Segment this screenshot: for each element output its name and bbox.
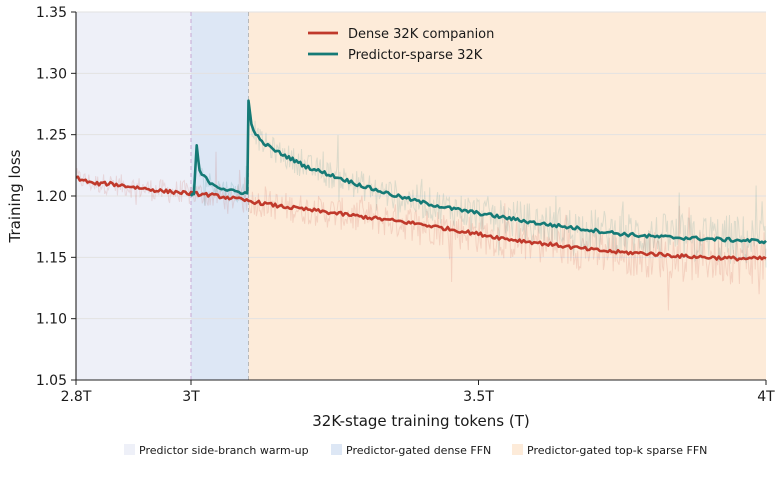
y-tick-label-1: 1.05 [36,373,67,389]
y-tick-label-5: 1.25 [36,128,67,144]
series-lines [75,99,767,262]
x-tick-label-4: 4T [757,389,775,405]
phase-legend-swatch-3 [512,444,523,455]
phase-legend: Predictor side-branch warm-up Predictor-g… [124,444,707,457]
phase-legend-swatch-1 [124,444,135,455]
y-tick-label-7: 1.35 [36,5,67,21]
x-tick-label-2: 3T [182,389,200,405]
y-tick-label-2: 1.10 [36,312,67,328]
y-axis-title: Training loss [6,149,24,243]
series-line-1 [75,175,767,262]
legend-label-2: Predictor-sparse 32K [348,48,483,63]
raw-noise-series-2 [190,107,767,268]
series-line-2 [189,99,767,245]
phase-legend-label-2: Predictor-gated dense FFN [346,444,491,457]
phase-legend-label-1: Predictor side-branch warm-up [139,444,309,457]
y-tick-label-6: 1.30 [36,66,67,82]
x-axis-title: 32K-stage training tokens (T) [312,412,529,430]
y-tick-label-4: 1.20 [36,189,67,205]
y-tick-label-3: 1.15 [36,250,67,266]
x-tick-label-3: 3.5T [463,389,494,405]
legend-label-1: Dense 32K companion [348,27,494,42]
y-axis-ticks: 1.05 1.10 1.15 1.20 1.25 1.30 1.35 [36,5,76,389]
x-axis-ticks: 2.8T 3T 3.5T 4T [61,380,775,405]
phase-legend-swatch-2 [331,444,342,455]
phase-legend-label-3: Predictor-gated top-k sparse FFN [527,444,707,457]
x-tick-label-1: 2.8T [61,389,92,405]
series-legend: Dense 32K companion Predictor-sparse 32K [308,27,494,63]
